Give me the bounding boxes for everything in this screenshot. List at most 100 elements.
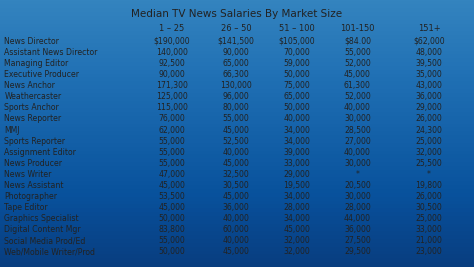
- Text: News Writer: News Writer: [4, 170, 52, 179]
- Text: 115,000: 115,000: [156, 103, 188, 112]
- Text: 36,000: 36,000: [416, 92, 442, 101]
- Text: 45,000: 45,000: [222, 125, 249, 135]
- Text: 26,000: 26,000: [416, 115, 442, 123]
- Text: 19,800: 19,800: [416, 181, 442, 190]
- Text: 125,000: 125,000: [156, 92, 188, 101]
- Text: 29,000: 29,000: [283, 170, 310, 179]
- Text: 55,000: 55,000: [222, 115, 249, 123]
- Text: 34,000: 34,000: [283, 214, 310, 223]
- Text: 25,000: 25,000: [416, 137, 442, 146]
- Text: 75,000: 75,000: [283, 81, 310, 90]
- Text: 52,000: 52,000: [344, 59, 371, 68]
- Text: 47,000: 47,000: [158, 170, 185, 179]
- Text: 62,000: 62,000: [158, 125, 185, 135]
- Text: 151+: 151+: [418, 23, 440, 33]
- Text: 45,000: 45,000: [344, 70, 371, 79]
- Text: 40,000: 40,000: [222, 148, 249, 157]
- Text: 50,000: 50,000: [283, 70, 310, 79]
- Text: 39,500: 39,500: [416, 59, 442, 68]
- Text: 35,000: 35,000: [416, 70, 442, 79]
- Text: $62,000: $62,000: [413, 37, 445, 46]
- Text: 21,000: 21,000: [416, 236, 442, 245]
- Text: 36,000: 36,000: [222, 203, 249, 212]
- Text: 28,500: 28,500: [344, 125, 371, 135]
- Text: 55,000: 55,000: [344, 48, 371, 57]
- Text: 30,500: 30,500: [222, 181, 249, 190]
- Text: News Anchor: News Anchor: [4, 81, 55, 90]
- Text: 55,000: 55,000: [158, 159, 185, 168]
- Text: 92,500: 92,500: [158, 59, 185, 68]
- Text: 30,500: 30,500: [416, 203, 442, 212]
- Text: 23,000: 23,000: [416, 248, 442, 256]
- Text: 45,000: 45,000: [222, 192, 249, 201]
- Text: 30,000: 30,000: [344, 192, 371, 201]
- Text: 33,000: 33,000: [416, 225, 442, 234]
- Text: 65,000: 65,000: [222, 59, 249, 68]
- Text: 33,000: 33,000: [283, 159, 310, 168]
- Text: 34,000: 34,000: [283, 125, 310, 135]
- Text: 32,000: 32,000: [283, 236, 310, 245]
- Text: 26,000: 26,000: [416, 192, 442, 201]
- Text: 50,000: 50,000: [158, 214, 185, 223]
- Text: 25,000: 25,000: [416, 214, 442, 223]
- Text: 55,000: 55,000: [158, 137, 185, 146]
- Text: 48,000: 48,000: [416, 48, 442, 57]
- Text: 59,000: 59,000: [283, 59, 310, 68]
- Text: *: *: [356, 170, 359, 179]
- Text: 90,000: 90,000: [158, 70, 185, 79]
- Text: 45,000: 45,000: [158, 203, 185, 212]
- Text: $190,000: $190,000: [154, 37, 190, 46]
- Text: 1 – 25: 1 – 25: [159, 23, 184, 33]
- Text: 45,000: 45,000: [222, 159, 249, 168]
- Text: 45,000: 45,000: [283, 225, 310, 234]
- Text: 28,000: 28,000: [344, 203, 371, 212]
- Text: 80,000: 80,000: [222, 103, 249, 112]
- Text: 52,500: 52,500: [222, 137, 249, 146]
- Text: 29,000: 29,000: [416, 103, 442, 112]
- Text: 55,000: 55,000: [158, 236, 185, 245]
- Text: 44,000: 44,000: [344, 214, 371, 223]
- Text: 36,000: 36,000: [344, 225, 371, 234]
- Text: 55,000: 55,000: [158, 148, 185, 157]
- Text: *: *: [427, 170, 431, 179]
- Text: $105,000: $105,000: [279, 37, 315, 46]
- Text: Social Media Prod/Ed: Social Media Prod/Ed: [4, 236, 86, 245]
- Text: 27,500: 27,500: [344, 236, 371, 245]
- Text: 34,000: 34,000: [283, 137, 310, 146]
- Text: 130,000: 130,000: [220, 81, 252, 90]
- Text: Photographer: Photographer: [4, 192, 57, 201]
- Text: 60,000: 60,000: [222, 225, 249, 234]
- Text: 39,000: 39,000: [283, 148, 310, 157]
- Text: 83,800: 83,800: [158, 225, 185, 234]
- Text: 61,300: 61,300: [344, 81, 371, 90]
- Text: Digital Content Mgr: Digital Content Mgr: [4, 225, 81, 234]
- Text: 30,000: 30,000: [344, 159, 371, 168]
- Text: 101-150: 101-150: [340, 23, 374, 33]
- Text: 53,500: 53,500: [158, 192, 185, 201]
- Text: 40,000: 40,000: [222, 236, 249, 245]
- Text: 32,500: 32,500: [222, 170, 249, 179]
- Text: Sports Reporter: Sports Reporter: [4, 137, 65, 146]
- Text: 40,000: 40,000: [222, 214, 249, 223]
- Text: 96,000: 96,000: [222, 92, 249, 101]
- Text: Web/Mobile Writer/Prod: Web/Mobile Writer/Prod: [4, 248, 95, 256]
- Text: 19,500: 19,500: [283, 181, 310, 190]
- Text: 51 – 100: 51 – 100: [279, 23, 315, 33]
- Text: Managing Editor: Managing Editor: [4, 59, 69, 68]
- Text: 66,300: 66,300: [222, 70, 249, 79]
- Text: 45,000: 45,000: [158, 181, 185, 190]
- Text: Median TV News Salaries By Market Size: Median TV News Salaries By Market Size: [131, 9, 343, 19]
- Text: 30,000: 30,000: [344, 115, 371, 123]
- Text: MMJ: MMJ: [4, 125, 20, 135]
- Text: 171,300: 171,300: [156, 81, 188, 90]
- Text: Executive Producer: Executive Producer: [4, 70, 79, 79]
- Text: 32,000: 32,000: [416, 148, 442, 157]
- Text: News Producer: News Producer: [4, 159, 62, 168]
- Text: 52,000: 52,000: [344, 92, 371, 101]
- Text: 25,500: 25,500: [416, 159, 442, 168]
- Text: Sports Anchor: Sports Anchor: [4, 103, 59, 112]
- Text: 29,500: 29,500: [344, 248, 371, 256]
- Text: Tape Editor: Tape Editor: [4, 203, 48, 212]
- Text: 34,000: 34,000: [283, 192, 310, 201]
- Text: 90,000: 90,000: [222, 48, 249, 57]
